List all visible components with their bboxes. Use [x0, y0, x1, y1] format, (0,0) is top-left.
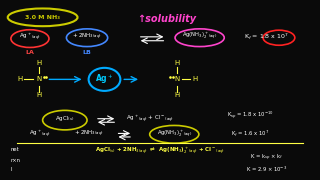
Text: LA: LA	[26, 50, 34, 55]
Text: H: H	[37, 60, 42, 66]
Text: H: H	[192, 76, 197, 82]
Text: H: H	[37, 92, 42, 98]
Text: H: H	[175, 60, 180, 66]
Text: Ag$^+$: Ag$^+$	[95, 73, 114, 86]
Text: N: N	[37, 76, 42, 82]
Text: net: net	[11, 147, 20, 152]
Text: H: H	[175, 92, 180, 98]
Text: ↑solubility: ↑solubility	[137, 14, 196, 24]
Text: K = k$_{sp}$ × k$_f$: K = k$_{sp}$ × k$_f$	[250, 153, 283, 163]
Text: 3.0 M NH₃: 3.0 M NH₃	[25, 15, 60, 20]
Text: H: H	[18, 76, 23, 82]
Text: Ag$^+$$_{(aq)}$: Ag$^+$$_{(aq)}$	[28, 129, 50, 140]
Text: LB: LB	[83, 50, 92, 55]
Text: Ag$^+$$_{(aq)}$ + Cl$^-$$_{(aq)}$: Ag$^+$$_{(aq)}$ + Cl$^-$$_{(aq)}$	[126, 114, 174, 125]
Text: K$_f$ = 1.6 x 10$^7$: K$_f$ = 1.6 x 10$^7$	[231, 129, 269, 139]
Text: K$_f$ = 1.8 x 10$^7$: K$_f$ = 1.8 x 10$^7$	[244, 32, 289, 42]
Text: I: I	[11, 167, 12, 172]
Text: K = 2.9 × 10$^{-3}$: K = 2.9 × 10$^{-3}$	[246, 164, 287, 174]
Text: AgCl$_{(s)}$: AgCl$_{(s)}$	[55, 115, 75, 123]
Text: + 2NH$_{3(aq)}$: + 2NH$_{3(aq)}$	[72, 32, 102, 42]
Text: Ag(NH$_3$)$_2^+$$_{(aq)}$: Ag(NH$_3$)$_2^+$$_{(aq)}$	[157, 129, 192, 140]
Text: N: N	[175, 76, 180, 82]
Text: + 2NH$_{3(aq)}$: + 2NH$_{3(aq)}$	[74, 129, 103, 139]
Text: K$_{sp}$ = 1.8 x 10$^{-10}$: K$_{sp}$ = 1.8 x 10$^{-10}$	[227, 110, 274, 121]
Text: r×n: r×n	[11, 158, 21, 163]
Text: Ag(NH$_3$)$_2^+$$_{(aq)}$: Ag(NH$_3$)$_2^+$$_{(aq)}$	[182, 31, 217, 42]
Text: Ag$^+$$_{(aq)}$: Ag$^+$$_{(aq)}$	[19, 32, 41, 43]
Text: AgCl$_{(s)}$ + 2NH$_{3(aq)}$  ⇌  Ag(NH$_3$)$_2^+$$_{(aq)}$ + Cl$^-$$_{(aq)}$: AgCl$_{(s)}$ + 2NH$_{3(aq)}$ ⇌ Ag(NH$_3$…	[95, 146, 225, 157]
